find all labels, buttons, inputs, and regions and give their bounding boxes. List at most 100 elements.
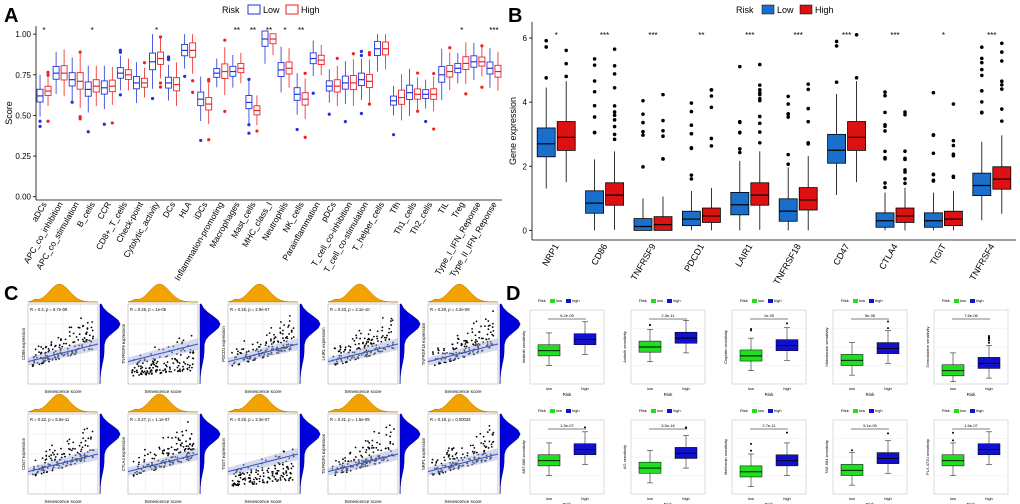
data-point (290, 462, 293, 465)
data-point (485, 445, 488, 448)
data-point (44, 346, 47, 349)
data-point (282, 337, 284, 340)
data-point (446, 451, 448, 454)
outlier-point (564, 48, 568, 53)
boxplot-subpanel: Risk low high 2.3e-11 low high Risk AxitinIb se… (622, 298, 706, 397)
outlier-point (612, 132, 617, 137)
data-point (377, 449, 379, 451)
data-point (173, 357, 176, 360)
data-point (85, 331, 88, 334)
data-point (282, 472, 285, 474)
outlier-point (247, 77, 251, 81)
correlation-stat: R = 0.25, p = 1e-06 (130, 307, 167, 312)
data-point (288, 324, 290, 327)
data-point (158, 447, 161, 450)
outlier-point (689, 101, 694, 105)
panel-c-correlation-scatters: R = 0.3, p = 8.7e-09 CD86 expression Senes… (21, 283, 521, 504)
data-point (488, 424, 491, 427)
data-point (148, 367, 151, 370)
data-point (68, 331, 71, 333)
outlier-point (110, 121, 114, 125)
data-point (257, 469, 260, 472)
data-point (172, 452, 175, 455)
data-point (60, 456, 63, 459)
significance-mark: * (460, 26, 463, 35)
data-point (191, 352, 194, 354)
data-point (192, 442, 195, 445)
data-point (482, 337, 484, 340)
data-point (269, 477, 271, 480)
data-point (231, 351, 233, 354)
outlier-point (592, 79, 597, 83)
data-point (349, 346, 352, 348)
data-point (58, 344, 61, 346)
box-high (333, 56, 341, 107)
data-point (443, 349, 445, 352)
data-point (431, 351, 434, 353)
data-point (491, 441, 494, 444)
data-point (480, 442, 483, 444)
outlier-point (86, 130, 90, 134)
box-low (341, 61, 349, 124)
outlier-point (758, 92, 762, 97)
x-axis-label: Senescence score (144, 499, 182, 504)
legend-label-low: low (556, 408, 562, 413)
data-point (492, 322, 494, 325)
outlier-point (952, 439, 954, 442)
data-point (457, 338, 460, 341)
data-point (385, 433, 388, 436)
data-point (349, 451, 352, 454)
data-point (380, 449, 383, 452)
outlier-point (758, 121, 762, 126)
data-point (392, 443, 395, 446)
legend-label-low: low (960, 298, 966, 303)
data-point (253, 481, 256, 483)
data-point (91, 329, 94, 332)
y-tick-label: 0 (523, 226, 528, 235)
data-point (283, 324, 286, 326)
outlier-point (592, 57, 597, 61)
outlier-point (649, 324, 651, 327)
x-tick-label-low: low (950, 496, 956, 501)
legend-swatch-high (768, 409, 773, 413)
data-point (432, 353, 435, 355)
data-point (453, 457, 456, 460)
data-point (480, 325, 482, 328)
top-density (27, 283, 99, 303)
box-high (237, 52, 245, 84)
data-point (283, 339, 285, 342)
data-point (186, 421, 189, 423)
data-point (64, 338, 67, 341)
data-point (486, 431, 489, 433)
data-point (367, 341, 370, 343)
box-low (309, 40, 317, 95)
data-point (444, 361, 447, 364)
data-point (371, 439, 374, 442)
data-point (170, 370, 172, 373)
outlier-point (661, 134, 665, 138)
significance-mark: ** (298, 26, 304, 35)
legend-title: Risk (841, 408, 849, 413)
outlier-point (367, 102, 372, 106)
data-point (145, 372, 147, 374)
category-label: TIGIT (928, 242, 948, 267)
data-point (473, 447, 476, 449)
data-point (255, 478, 258, 481)
confidence-band (228, 448, 298, 476)
box-high (157, 35, 164, 89)
outlier-point (689, 173, 694, 177)
fit-line (327, 343, 399, 363)
fit-line (127, 343, 199, 363)
outlier-point (480, 85, 484, 89)
outlier-point (544, 45, 548, 49)
boxplot-subpanel: Risk low high 7.6e-06 low high Risk Gemcitabine… (925, 298, 1009, 397)
data-point (53, 453, 55, 456)
pvalue-label: 1e-05 (764, 313, 775, 318)
data-point (84, 444, 87, 447)
outlier-point (544, 76, 548, 80)
outlier-point (343, 119, 347, 124)
x-tick-label-low: low (849, 386, 855, 391)
outlier-point (327, 112, 331, 116)
x-tick-label-high: high (783, 496, 791, 501)
data-point (62, 342, 65, 345)
